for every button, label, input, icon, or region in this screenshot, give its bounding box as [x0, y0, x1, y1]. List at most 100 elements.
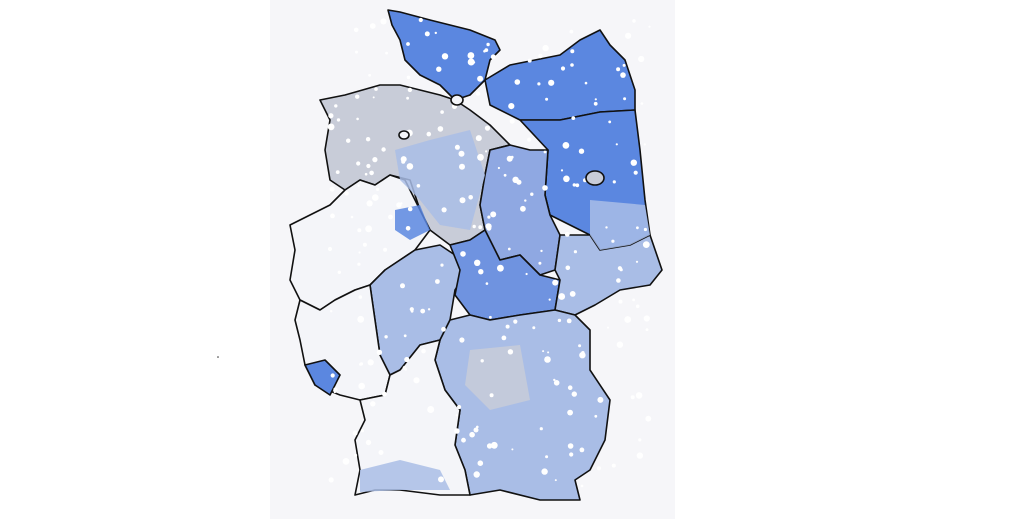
speckle	[566, 318, 572, 324]
speckle	[486, 42, 490, 47]
speckle	[552, 279, 559, 286]
speckle	[366, 200, 373, 207]
speckle	[570, 63, 574, 67]
speckle	[353, 27, 359, 33]
speckle	[507, 247, 511, 251]
speckle	[376, 187, 380, 191]
speckle	[441, 207, 447, 213]
speckle	[635, 392, 643, 399]
speckle	[400, 283, 405, 289]
speckle	[633, 170, 638, 175]
speckle	[594, 98, 597, 101]
speckle	[357, 228, 362, 233]
speckle	[378, 450, 384, 455]
speckle	[364, 172, 368, 176]
speckle	[335, 170, 340, 175]
speckle	[372, 96, 375, 99]
speckle	[490, 441, 498, 449]
speckle	[407, 206, 413, 212]
speckle	[353, 453, 358, 457]
speckle	[437, 126, 444, 132]
speckle	[356, 161, 361, 166]
speckle	[469, 431, 475, 438]
speckle	[370, 401, 376, 407]
speckle	[509, 118, 515, 124]
speckle	[642, 241, 650, 249]
city-bremen	[398, 130, 410, 140]
city-berlin	[585, 170, 605, 186]
speckle	[538, 261, 542, 265]
speckle	[467, 52, 475, 59]
state-mecklenburg	[484, 29, 636, 121]
speckle	[358, 251, 361, 254]
speckle	[618, 299, 623, 304]
speckle	[645, 415, 652, 422]
speckle	[441, 53, 449, 60]
speckle	[554, 479, 557, 482]
speckle	[376, 349, 383, 355]
speckle	[539, 427, 543, 431]
speckle	[505, 324, 510, 329]
speckle	[480, 359, 484, 363]
speckle	[558, 293, 566, 300]
speckle	[476, 425, 479, 429]
speckle	[507, 349, 514, 355]
speckle	[575, 183, 580, 188]
speckle	[594, 414, 598, 418]
speckle	[344, 191, 349, 196]
speckle	[625, 32, 632, 39]
speckle	[514, 79, 521, 85]
speckle	[608, 120, 612, 124]
speckle	[358, 295, 363, 299]
speckle	[405, 226, 411, 231]
speckle	[427, 308, 431, 311]
speckle	[636, 452, 644, 459]
speckle	[382, 391, 387, 397]
speckle	[369, 23, 376, 29]
speckle	[557, 318, 562, 323]
speckle	[359, 362, 364, 366]
speckle	[511, 448, 514, 451]
speckle	[648, 25, 651, 28]
speckle	[365, 225, 372, 233]
speckle	[541, 468, 548, 475]
speckle	[478, 269, 484, 275]
speckle	[477, 460, 484, 467]
speckle	[485, 282, 489, 285]
speckle	[365, 439, 372, 446]
speckle	[352, 430, 358, 436]
speckle	[327, 246, 333, 252]
speckle	[336, 118, 341, 122]
speckle	[459, 337, 465, 343]
speckle	[367, 359, 374, 366]
speckle	[607, 326, 609, 329]
speckle	[501, 335, 507, 341]
speckle	[468, 195, 474, 200]
speckle	[459, 197, 466, 204]
speckle	[569, 452, 574, 457]
speckle	[616, 341, 624, 348]
speckle	[337, 270, 341, 274]
speckle	[427, 406, 435, 413]
speckle	[478, 225, 483, 230]
speckle	[538, 53, 543, 59]
speckle	[542, 350, 545, 353]
speckle	[640, 102, 644, 105]
speckle	[459, 163, 465, 170]
speckle	[553, 380, 560, 386]
speckle	[643, 315, 650, 322]
speckle	[520, 205, 526, 212]
speckle	[388, 214, 393, 220]
speckle	[454, 428, 460, 434]
speckle	[622, 63, 626, 67]
speckle	[638, 55, 645, 63]
speckle	[540, 249, 543, 253]
speckle	[368, 73, 371, 77]
speckle	[410, 309, 414, 313]
shading-patch	[590, 200, 650, 250]
speckle	[396, 202, 402, 208]
speckle	[544, 356, 551, 363]
speckle	[358, 382, 366, 390]
speckle	[333, 387, 338, 392]
shading-patch	[395, 205, 430, 240]
